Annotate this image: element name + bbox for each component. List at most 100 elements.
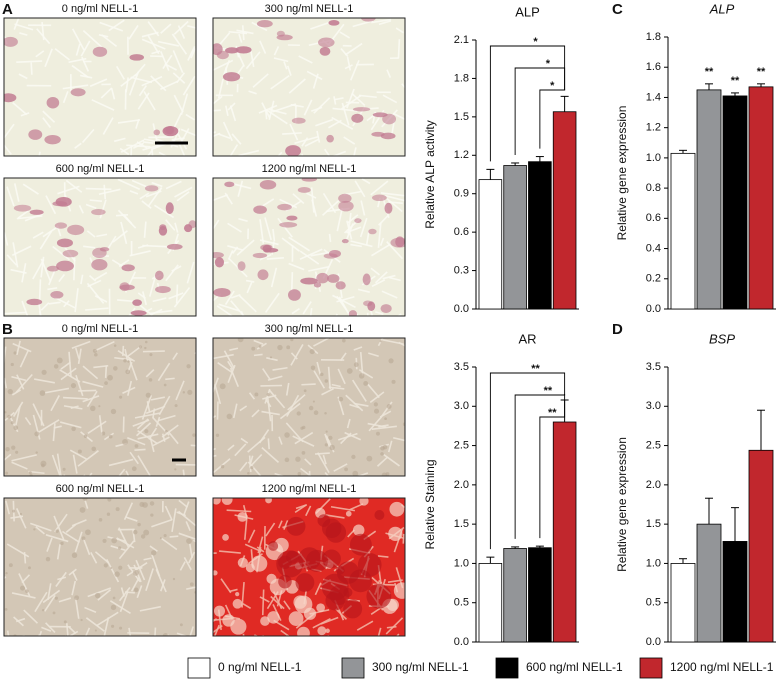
cell: [77, 449, 82, 454]
stain-light: [221, 498, 233, 505]
stained-cell: [352, 107, 371, 112]
cell: [80, 618, 83, 622]
fiber: [59, 421, 82, 429]
fiber: [136, 422, 152, 437]
fiber: [187, 46, 196, 61]
stained-cell: [213, 43, 223, 56]
cell: [115, 507, 120, 512]
cell: [94, 352, 98, 357]
fiber: [241, 581, 245, 608]
fiber: [382, 274, 396, 280]
fiber: [81, 129, 95, 144]
fiber: [327, 366, 332, 390]
cell: [151, 550, 157, 556]
stained-cell: [285, 145, 302, 156]
fiber: [213, 624, 223, 634]
fiber: [154, 204, 175, 219]
fiber: [165, 219, 176, 231]
fiber: [17, 209, 29, 219]
fiber: [38, 634, 41, 636]
stain-light: [222, 614, 235, 627]
fiber: [81, 56, 90, 72]
fiber: [290, 103, 304, 108]
fiber: [150, 396, 165, 401]
fiber: [242, 602, 252, 610]
stained-cell: [46, 96, 60, 109]
stain-light: [213, 605, 226, 617]
fiber: [290, 272, 294, 292]
fiber: [84, 500, 89, 509]
micrograph: [213, 178, 405, 316]
fiber: [265, 522, 276, 537]
stained-cell: [354, 218, 362, 224]
fiber: [11, 245, 32, 256]
fiber: [89, 78, 108, 87]
fiber: [99, 21, 124, 32]
fiber: [151, 148, 154, 156]
fiber: [227, 360, 234, 370]
fiber: [4, 377, 8, 389]
fiber: [231, 133, 242, 145]
cell: [132, 569, 139, 576]
stain-light: [325, 628, 330, 633]
fiber: [358, 94, 377, 99]
fiber: [183, 501, 190, 516]
stain-light: [317, 626, 327, 636]
fiber: [324, 148, 331, 156]
fiber: [377, 555, 389, 558]
fiber: [350, 240, 373, 248]
fiber: [386, 69, 392, 78]
fiber: [331, 383, 341, 388]
fiber: [337, 368, 346, 385]
fiber: [68, 626, 77, 635]
cell: [215, 433, 220, 437]
fiber: [313, 370, 326, 389]
fiber: [52, 423, 56, 442]
fiber: [89, 199, 102, 202]
fiber: [261, 410, 280, 416]
fiber: [251, 21, 268, 32]
fiber: [397, 39, 401, 59]
stained-cell: [153, 129, 161, 136]
fiber: [240, 437, 249, 444]
fiber: [344, 431, 362, 441]
fiber: [4, 232, 9, 246]
fiber: [125, 516, 138, 522]
fiber: [94, 340, 115, 352]
cell: [71, 426, 76, 432]
fiber: [336, 207, 344, 232]
fiber: [77, 348, 82, 365]
fiber: [4, 453, 12, 462]
fiber: [174, 186, 193, 198]
fiber: [45, 195, 57, 215]
significance: *: [546, 58, 551, 70]
fiber: [22, 183, 39, 195]
fiber: [138, 85, 147, 97]
fiber: [375, 271, 388, 284]
fiber: [213, 377, 219, 395]
fiber: [71, 580, 77, 596]
fiber: [32, 259, 45, 280]
stained-cell: [287, 289, 301, 301]
cell: [10, 421, 14, 425]
stained-cell: [13, 204, 32, 212]
fiber: [157, 362, 171, 382]
fiber: [273, 57, 289, 63]
fiber: [285, 382, 290, 396]
cell: [162, 633, 169, 636]
fiber: [168, 292, 184, 300]
cell: [5, 571, 8, 575]
fiber: [83, 245, 96, 249]
cell: [34, 431, 40, 437]
fiber: [86, 230, 96, 238]
stain-dark: [278, 574, 292, 589]
fiber: [341, 102, 350, 126]
fiber: [160, 537, 178, 551]
stain-light: [352, 524, 365, 536]
cell: [358, 373, 365, 379]
fiber: [99, 199, 107, 219]
fiber: [77, 450, 99, 467]
fiber: [137, 92, 150, 110]
stain-light: [230, 618, 247, 635]
fiber: [375, 311, 384, 315]
